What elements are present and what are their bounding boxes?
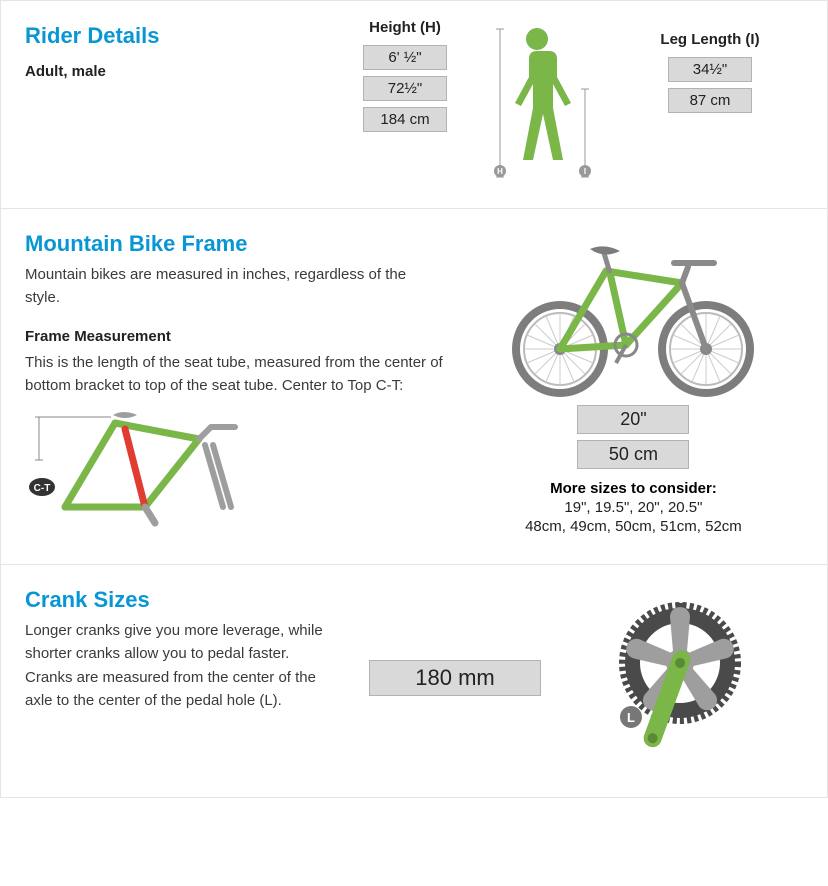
frame-size-1: 50 cm — [577, 440, 689, 469]
crank-size: 180 mm — [369, 660, 541, 696]
leg-label: Leg Length (I) — [660, 31, 759, 48]
rider-panel: Rider Details Adult, male Height (H) 6' … — [0, 0, 828, 209]
frame-size-0: 20" — [577, 405, 689, 434]
height-val-2: 184 cm — [363, 107, 447, 132]
rider-desc: Adult, male — [25, 63, 345, 80]
height-label: Height (H) — [369, 19, 441, 36]
height-val-0: 6' ½" — [363, 45, 447, 70]
crank-title: Crank Sizes — [25, 587, 325, 613]
svg-text:I: I — [584, 167, 586, 176]
frame-diagram: C-T — [25, 405, 444, 540]
frame-title: Mountain Bike Frame — [25, 231, 444, 257]
rider-title: Rider Details — [25, 23, 345, 49]
svg-text:L: L — [627, 710, 635, 725]
ct-label: C-T — [34, 483, 51, 494]
frame-panel: Mountain Bike Frame Mountain bikes are m… — [0, 209, 828, 565]
crank-panel: Crank Sizes Longer cranks give you more … — [0, 565, 828, 798]
more-sizes-in: 19", 19.5", 20", 20.5" — [564, 499, 702, 516]
crank-illustration: L — [565, 583, 795, 773]
frame-meas-body: This is the length of the seat tube, mea… — [25, 351, 444, 398]
bike-illustration — [498, 227, 768, 402]
frame-intro: Mountain bikes are measured in inches, r… — [25, 263, 444, 310]
height-val-1: 72½" — [363, 76, 447, 101]
crank-body: Longer cranks give you more leverage, wh… — [25, 619, 325, 712]
leg-val-0: 34½" — [668, 57, 752, 82]
frame-meas-head: Frame Measurement — [25, 328, 444, 345]
more-sizes-cm: 48cm, 49cm, 50cm, 51cm, 52cm — [525, 518, 742, 535]
leg-val-1: 87 cm — [668, 88, 752, 113]
svg-text:H: H — [497, 167, 503, 176]
rider-figure: H I — [465, 19, 635, 194]
more-sizes-label: More sizes to consider: — [550, 480, 717, 497]
